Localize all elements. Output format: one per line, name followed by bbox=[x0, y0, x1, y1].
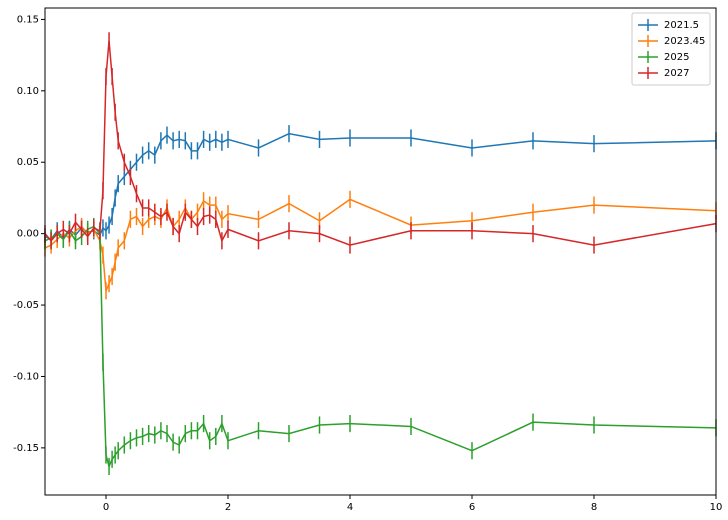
x-tick-label: 0 bbox=[103, 502, 109, 513]
x-tick-label: 8 bbox=[591, 502, 597, 513]
legend-label: 2025 bbox=[664, 52, 689, 63]
y-tick-label: -0.05 bbox=[13, 300, 39, 311]
legend-label: 2021.5 bbox=[664, 20, 699, 31]
legend-label: 2023.45 bbox=[664, 36, 705, 47]
legend-label: 2027 bbox=[664, 68, 689, 79]
y-tick-label: -0.15 bbox=[13, 443, 39, 454]
series-line bbox=[44, 198, 717, 292]
y-tick-label: -0.10 bbox=[13, 371, 39, 382]
plot-frame bbox=[44, 7, 717, 496]
y-tick-label: 0.05 bbox=[17, 157, 39, 168]
x-tick-label: 4 bbox=[347, 502, 353, 513]
x-tick-label: 6 bbox=[469, 502, 475, 513]
y-tick-label: 0.10 bbox=[17, 86, 39, 97]
legend-box bbox=[631, 12, 711, 86]
y-tick-label: 0.15 bbox=[17, 14, 39, 25]
series-line bbox=[44, 225, 717, 469]
x-tick-label: 10 bbox=[710, 502, 723, 513]
x-tick-label: 2 bbox=[225, 502, 231, 513]
y-tick-label: 0.00 bbox=[17, 229, 39, 240]
